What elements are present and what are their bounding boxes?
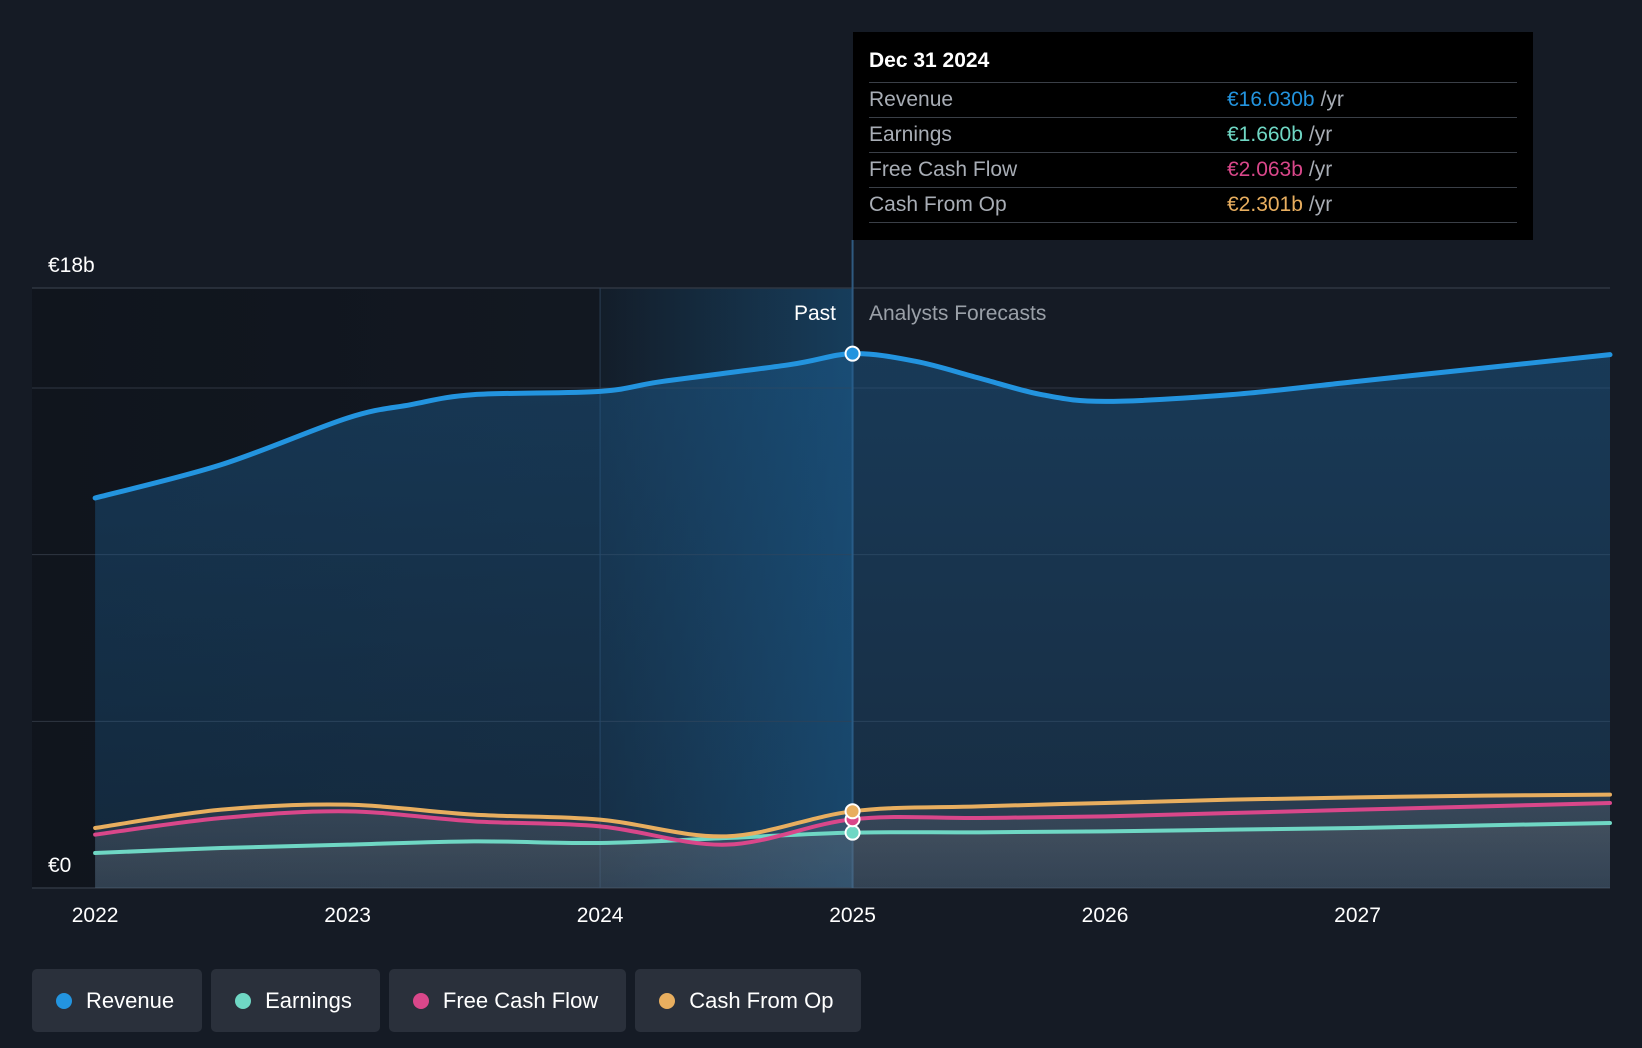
tooltip-row-unit: /yr xyxy=(1308,193,1333,216)
legend-item-label: Earnings xyxy=(265,987,352,1013)
tooltip-row-label: Earnings xyxy=(869,123,952,146)
tooltip-row-label: Revenue xyxy=(869,88,954,111)
earnings-marker[interactable] xyxy=(844,824,861,841)
legend-item-earnings[interactable]: Earnings xyxy=(211,969,380,1032)
legend-item-label: Revenue xyxy=(86,987,175,1013)
tooltip-row-label: Cash From Op xyxy=(869,193,1007,216)
legend-dot-icon xyxy=(412,992,429,1009)
legend-item-cash-from-op[interactable]: Cash From Op xyxy=(635,969,862,1032)
tooltip-date: Dec 31 2024 xyxy=(869,46,1517,83)
x-tick-label: 2024 xyxy=(577,904,624,927)
legend-item-label: Free Cash Flow xyxy=(442,987,599,1013)
legend-item-free-cash-flow[interactable]: Free Cash Flow xyxy=(388,969,627,1032)
x-tick-label: 2022 xyxy=(72,904,119,927)
tooltip-row-unit: /yr xyxy=(1320,88,1344,111)
tooltip-row-value: €2.301b xyxy=(1227,193,1303,216)
legend: Revenue Earnings Free Cash Flow Cash From O… xyxy=(32,969,862,1032)
legend-dot-icon xyxy=(235,992,252,1009)
tooltip-row: Earnings €1.660b/yr xyxy=(869,118,1517,153)
y-tick-label-max: €18b xyxy=(48,254,95,277)
tooltip-row: Revenue €16.030b/yr xyxy=(869,83,1517,118)
forecast-label: Analysts Forecasts xyxy=(869,302,1046,325)
revenue-area xyxy=(95,353,1611,889)
cash-from-op-area xyxy=(95,794,1611,888)
tooltip-row-value: €2.063b xyxy=(1227,158,1303,181)
legend-item-label: Cash From Op xyxy=(689,987,834,1013)
revenue-marker[interactable] xyxy=(844,345,861,362)
x-tick-label: 2026 xyxy=(1082,904,1129,927)
x-tick-label: 2023 xyxy=(324,904,371,927)
tooltip-row: Free Cash Flow €2.063b/yr xyxy=(869,153,1517,188)
legend-dot-icon xyxy=(659,992,676,1009)
tooltip-row-label: Free Cash Flow xyxy=(869,158,1018,181)
past-label: Past xyxy=(794,302,836,325)
x-tick-label: 2027 xyxy=(1334,904,1381,927)
x-tick-label: 2025 xyxy=(829,904,876,927)
tooltip-row-unit: /yr xyxy=(1308,158,1333,181)
tooltip-row-value: €16.030b xyxy=(1227,88,1315,111)
tooltip-row: Cash From Op €2.301b/yr xyxy=(869,188,1517,223)
tooltip: Dec 31 2024 Revenue €16.030b/yr Earnings €1… xyxy=(853,32,1533,240)
tooltip-row-value: €1.660b xyxy=(1227,123,1303,146)
legend-dot-icon xyxy=(56,992,72,1009)
y-tick-label-min: €0 xyxy=(48,854,71,877)
legend-item-revenue[interactable]: Revenue xyxy=(32,969,203,1032)
cash-from-op-marker[interactable] xyxy=(844,803,861,820)
tooltip-row-unit: /yr xyxy=(1308,123,1333,146)
